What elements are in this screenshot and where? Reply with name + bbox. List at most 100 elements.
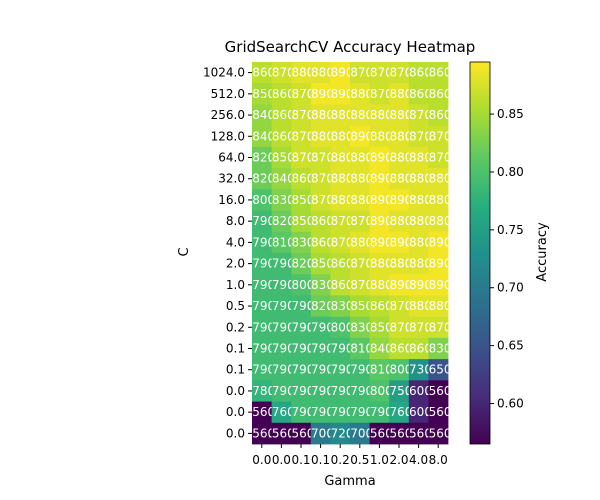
heatmap-cell bbox=[428, 401, 449, 424]
cell-value-label: .870 bbox=[386, 66, 413, 80]
cell-value-label: .850 bbox=[288, 214, 315, 228]
heatmap-cell bbox=[310, 295, 331, 318]
cell-value-label: .800 bbox=[288, 278, 315, 292]
cell-value-label: .820 bbox=[307, 299, 334, 313]
cell-value-label: .790 bbox=[288, 384, 315, 398]
heatmap-cell bbox=[350, 359, 370, 381]
heatmap-cell bbox=[252, 104, 272, 127]
heatmap-cell bbox=[252, 189, 272, 211]
x-tick-label: 4.0 bbox=[409, 453, 428, 467]
cell-value-label: .870 bbox=[288, 87, 315, 101]
y-tick-label: 0.1 bbox=[226, 342, 245, 356]
heatmap-cell bbox=[408, 316, 429, 339]
heatmap-cell bbox=[389, 168, 410, 190]
cell-value-label: .880 bbox=[425, 299, 452, 313]
cell-value-label: .880 bbox=[327, 151, 354, 165]
heatmap-cell bbox=[252, 422, 272, 445]
heatmap-cell bbox=[350, 422, 370, 445]
cell-value-label: .870 bbox=[405, 108, 432, 122]
cell-value-label: .890 bbox=[386, 278, 413, 292]
y-tick-label: 64.0 bbox=[218, 151, 245, 165]
cell-value-label: .790 bbox=[248, 235, 275, 249]
cell-value-label: .890 bbox=[327, 87, 354, 101]
cell-value-label: .890 bbox=[425, 278, 452, 292]
heatmap-cell bbox=[330, 168, 351, 190]
cell-value-label: .790 bbox=[288, 299, 315, 313]
cell-value-label: .870 bbox=[405, 129, 432, 143]
heatmap-cell bbox=[389, 231, 410, 254]
cell-value-label: .790 bbox=[327, 342, 354, 356]
heatmap-cell bbox=[350, 125, 370, 148]
cell-value-label: .880 bbox=[327, 172, 354, 186]
y-tick-label: 256.0 bbox=[211, 108, 245, 122]
cell-value-label: .850 bbox=[366, 320, 393, 334]
heatmap-cell bbox=[408, 146, 429, 169]
cell-value-label: .830 bbox=[307, 278, 334, 292]
cell-value-label: .560 bbox=[425, 405, 452, 419]
heatmap-cell bbox=[271, 380, 292, 402]
heatmap-cell bbox=[330, 104, 351, 127]
y-tick-label: 0.2 bbox=[226, 320, 245, 334]
cell-value-label: .650 bbox=[425, 363, 452, 377]
heatmap-cell bbox=[271, 189, 292, 211]
cell-value-label: .840 bbox=[268, 172, 295, 186]
heatmap-cell bbox=[330, 380, 351, 402]
cell-value-label: .850 bbox=[307, 257, 334, 271]
cell-value-label: .830 bbox=[288, 235, 315, 249]
cell-value-label: .800 bbox=[386, 363, 413, 377]
cell-value-label: .790 bbox=[366, 405, 393, 419]
cell-value-label: .600 bbox=[405, 384, 432, 398]
cell-value-label: .890 bbox=[405, 278, 432, 292]
heatmap-cell bbox=[271, 146, 292, 169]
heatmap-cell bbox=[330, 189, 351, 211]
colorbar: 0.60 0.65 0.70 0.75 0.80 0.85 bbox=[469, 61, 524, 445]
cell-value-label: .880 bbox=[405, 172, 432, 186]
heatmap-cell bbox=[369, 146, 390, 169]
y-tick-label: 0.1 bbox=[226, 363, 245, 377]
cell-value-label: .790 bbox=[248, 299, 275, 313]
y-tick-label: 32.0 bbox=[218, 172, 245, 186]
cell-value-label: .790 bbox=[327, 384, 354, 398]
heatmap-cell bbox=[252, 274, 272, 296]
heatmap-cell bbox=[350, 337, 370, 360]
cell-value-label: .870 bbox=[346, 278, 373, 292]
cell-value-label: .840 bbox=[248, 129, 275, 143]
y-tick-label: 0.5 bbox=[226, 299, 245, 313]
heatmap-cell bbox=[330, 422, 351, 445]
cell-value-label: .800 bbox=[327, 320, 354, 334]
cell-value-label: .890 bbox=[386, 235, 413, 249]
heatmap-cell bbox=[310, 316, 331, 339]
x-tick-label: 0.5 bbox=[350, 453, 369, 467]
cell-value-label: .880 bbox=[405, 257, 432, 271]
heatmap-cell bbox=[428, 125, 449, 148]
heatmap-cell bbox=[408, 295, 429, 318]
cell-value-label: .880 bbox=[386, 257, 413, 271]
heatmap-cell bbox=[350, 380, 370, 402]
cell-value-label: .870 bbox=[288, 151, 315, 165]
cell-value-label: .880 bbox=[386, 87, 413, 101]
heatmap-cell bbox=[271, 104, 292, 127]
heatmap-cell bbox=[408, 401, 429, 424]
x-tick-label: 0.1 bbox=[291, 453, 310, 467]
heatmap-cell bbox=[271, 359, 292, 381]
y-tick-label: 0.0 bbox=[226, 426, 245, 440]
cell-value-label: .880 bbox=[425, 214, 452, 228]
cell-value-label: .880 bbox=[327, 108, 354, 122]
cell-value-label: .790 bbox=[288, 342, 315, 356]
heatmap-cell bbox=[271, 316, 292, 339]
cell-value-label: .600 bbox=[405, 405, 432, 419]
heatmap-cell bbox=[408, 189, 429, 211]
heatmap-cell bbox=[369, 168, 390, 190]
cell-value-label: .860 bbox=[425, 108, 452, 122]
heatmap-cell bbox=[408, 62, 429, 84]
heatmap-cell bbox=[330, 316, 351, 339]
heatmap-cell bbox=[252, 146, 272, 169]
heatmap-cell bbox=[389, 253, 410, 275]
cell-value-label: .790 bbox=[248, 320, 275, 334]
heatmap-cell bbox=[310, 359, 331, 381]
heatmap-cell bbox=[330, 359, 351, 381]
heatmap-cell bbox=[428, 231, 449, 254]
cell-value-label: .880 bbox=[307, 129, 334, 143]
heatmap-cell bbox=[408, 83, 429, 105]
cell-value-label: .880 bbox=[405, 299, 432, 313]
